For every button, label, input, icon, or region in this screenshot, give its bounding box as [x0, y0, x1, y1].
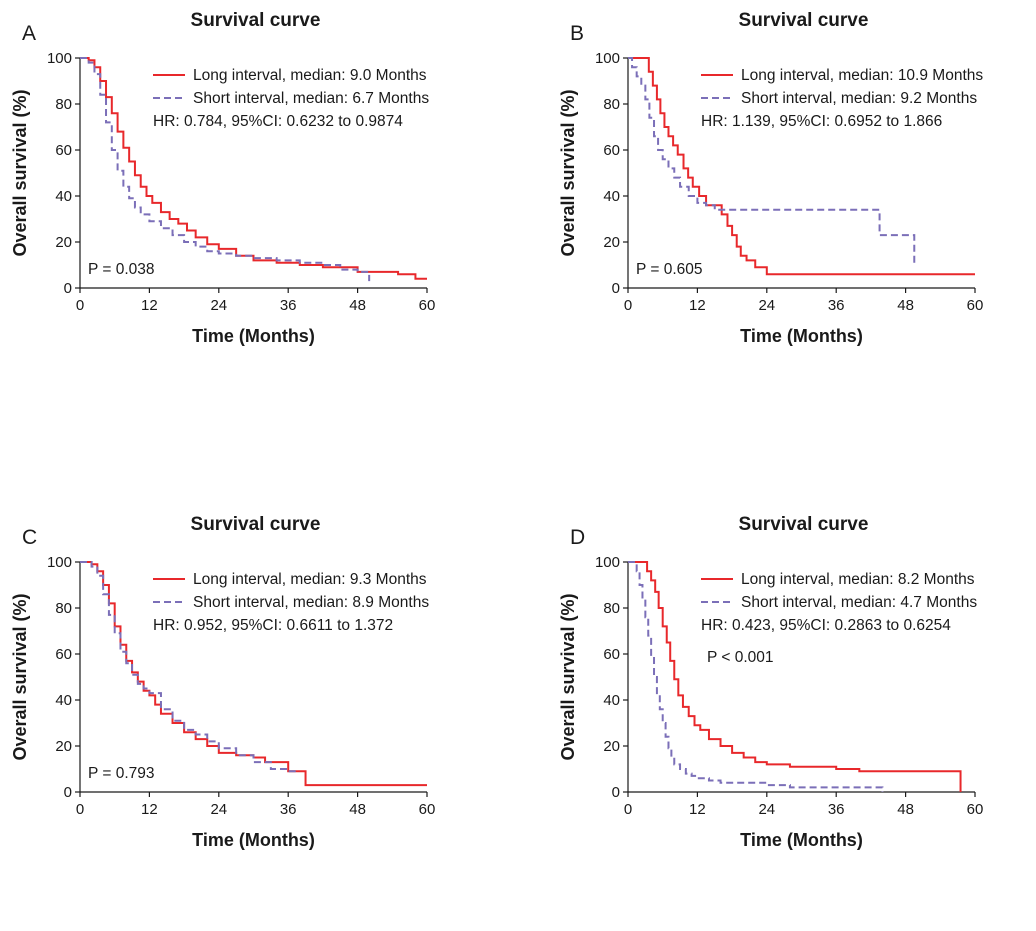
legend-label-long: Long interval, median: 9.3 Months	[193, 571, 427, 588]
chart-svg: C Survival curve 0 20 40 60 80 100 0 12 24 36 48 60 Ti…	[10, 514, 436, 850]
short-interval-curve	[628, 57, 916, 263]
x-axis-label: Time (Months)	[740, 326, 863, 346]
x-tick-label: 0	[76, 801, 84, 818]
y-tick-label: 20	[603, 738, 620, 755]
x-tick-label: 12	[141, 297, 158, 314]
chart-title: Survival curve	[739, 10, 869, 31]
x-tick-label: 24	[758, 297, 775, 314]
long-interval-curve	[628, 57, 975, 276]
y-tick-label: 40	[55, 692, 72, 709]
panel-letter: D	[570, 526, 585, 549]
chart-svg: D Survival curve 0 20 40 60 80 100 0 12 24 36 48 60 Ti…	[558, 514, 984, 850]
x-tick-label: 36	[828, 801, 845, 818]
legend-label-short: Short interval, median: 9.2 Months	[741, 90, 977, 107]
p-value-text: P < 0.001	[707, 649, 774, 666]
chart-svg: B Survival curve 0 20 40 60 80 100 0 12 24 36 48 60 Ti…	[558, 10, 984, 346]
x-tick-label: 48	[349, 801, 366, 818]
panel-a: A Survival curve 0 20 40 60 80 100 0 12 24 36 48 60 Ti…	[0, 0, 518, 427]
hazard-ratio-text: HR: 0.952, 95%CI: 0.6611 to 1.372	[153, 617, 393, 634]
panel-letter: C	[22, 526, 37, 549]
x-tick-label: 48	[897, 297, 914, 314]
legend-label-short: Short interval, median: 6.7 Months	[193, 90, 429, 107]
long-interval-curve	[80, 57, 427, 280]
p-value-text: P = 0.038	[88, 261, 155, 278]
x-tick-label: 60	[419, 297, 436, 314]
chart-title: Survival curve	[191, 10, 321, 31]
x-tick-label: 0	[624, 297, 632, 314]
x-tick-label: 12	[141, 801, 158, 818]
panel-d: D Survival curve 0 20 40 60 80 100 0 12 24 36 48 60 Ti…	[548, 504, 1036, 931]
x-axis-label: Time (Months)	[192, 830, 315, 850]
y-tick-label: 60	[55, 142, 72, 159]
legend-label-short: Short interval, median: 8.9 Months	[193, 594, 429, 611]
chart-title: Survival curve	[191, 514, 321, 535]
legend-label-long: Long interval, median: 10.9 Months	[741, 67, 983, 84]
x-axis-label: Time (Months)	[192, 326, 315, 346]
y-tick-label: 100	[47, 50, 72, 67]
y-tick-label: 60	[55, 646, 72, 663]
x-tick-label: 36	[280, 801, 297, 818]
x-tick-label: 48	[349, 297, 366, 314]
y-tick-label: 80	[55, 600, 72, 617]
x-tick-label: 60	[967, 801, 984, 818]
panel-letter: B	[570, 22, 584, 45]
y-tick-label: 0	[612, 280, 620, 297]
y-axis-label: Overall survival (%)	[10, 89, 30, 256]
y-tick-label: 100	[47, 554, 72, 571]
y-tick-label: 40	[55, 188, 72, 205]
hazard-ratio-text: HR: 1.139, 95%CI: 0.6952 to 1.866	[701, 113, 942, 130]
y-tick-label: 80	[55, 96, 72, 113]
hazard-ratio-text: HR: 0.423, 95%CI: 0.2863 to 0.6254	[701, 617, 951, 634]
hazard-ratio-text: HR: 0.784, 95%CI: 0.6232 to 0.9874	[153, 113, 403, 130]
y-tick-label: 0	[64, 280, 72, 297]
x-tick-label: 0	[624, 801, 632, 818]
panel-b: B Survival curve 0 20 40 60 80 100 0 12 24 36 48 60 Ti…	[548, 0, 1036, 427]
y-tick-label: 40	[603, 188, 620, 205]
x-tick-label: 36	[828, 297, 845, 314]
x-axis-label: Time (Months)	[740, 830, 863, 850]
y-tick-label: 20	[55, 738, 72, 755]
y-tick-label: 0	[612, 784, 620, 801]
y-tick-label: 40	[603, 692, 620, 709]
legend-label-long: Long interval, median: 9.0 Months	[193, 67, 427, 84]
y-tick-label: 20	[55, 234, 72, 251]
y-tick-label: 100	[595, 50, 620, 67]
chart-title: Survival curve	[739, 514, 869, 535]
legend-label-long: Long interval, median: 8.2 Months	[741, 571, 975, 588]
y-tick-label: 100	[595, 554, 620, 571]
y-tick-label: 0	[64, 784, 72, 801]
y-tick-label: 80	[603, 96, 620, 113]
y-tick-label: 20	[603, 234, 620, 251]
y-axis-label: Overall survival (%)	[558, 89, 578, 256]
y-tick-label: 80	[603, 600, 620, 617]
x-tick-label: 60	[419, 801, 436, 818]
panel-letter: A	[22, 22, 36, 45]
y-tick-label: 60	[603, 142, 620, 159]
x-tick-label: 24	[210, 801, 227, 818]
x-tick-label: 36	[280, 297, 297, 314]
x-tick-label: 0	[76, 297, 84, 314]
p-value-text: P = 0.605	[636, 261, 703, 278]
x-tick-label: 12	[689, 297, 706, 314]
x-tick-label: 12	[689, 801, 706, 818]
short-interval-curve	[80, 561, 300, 773]
x-tick-label: 24	[758, 801, 775, 818]
x-tick-label: 60	[967, 297, 984, 314]
y-tick-label: 60	[603, 646, 620, 663]
p-value-text: P = 0.793	[88, 765, 155, 782]
y-axis-label: Overall survival (%)	[558, 593, 578, 760]
chart-svg: A Survival curve 0 20 40 60 80 100 0 12 24 36 48 60 Ti…	[10, 10, 436, 346]
x-tick-label: 24	[210, 297, 227, 314]
x-tick-label: 48	[897, 801, 914, 818]
long-interval-curve	[628, 561, 962, 792]
panel-c: C Survival curve 0 20 40 60 80 100 0 12 24 36 48 60 Ti…	[0, 504, 518, 931]
legend-label-short: Short interval, median: 4.7 Months	[741, 594, 977, 611]
short-interval-curve	[80, 57, 371, 282]
y-axis-label: Overall survival (%)	[10, 593, 30, 760]
